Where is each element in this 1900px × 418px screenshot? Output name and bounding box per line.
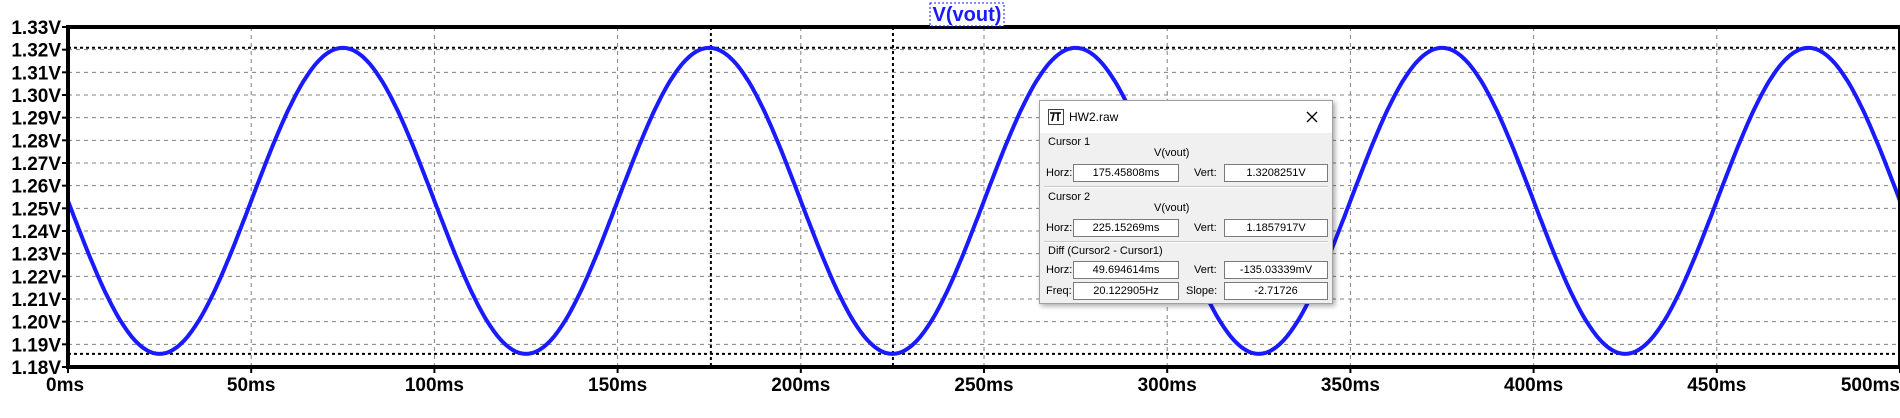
cursor2-horz-field[interactable]: 225.15269ms (1073, 219, 1179, 237)
dialog-titlebar[interactable]: HW2.raw (1040, 101, 1332, 133)
x-tick-label: 250ms (954, 375, 1013, 396)
cursor-dialog[interactable]: HW2.raw Cursor 1 V(vout) Horz: 175.45808… (1039, 100, 1333, 304)
cursor2-horz-label: Horz: (1046, 222, 1073, 234)
y-tick-label: 1.28V (11, 131, 61, 152)
ltspice-waveform-icon (1048, 109, 1064, 125)
close-icon[interactable] (1302, 107, 1322, 127)
x-tick-label: 350ms (1321, 375, 1380, 396)
y-tick-label: 1.21V (11, 290, 61, 311)
trace-group (66, 45, 1900, 356)
trace-title[interactable]: V(vout) (933, 4, 1002, 26)
diff-horz-field[interactable]: 49.694614ms (1073, 261, 1179, 279)
y-tick-label: 1.25V (11, 199, 61, 220)
trace-vout (66, 45, 1900, 356)
y-tick-label: 1.26V (11, 177, 61, 198)
cursor1-vert-label: Vert: (1194, 167, 1217, 179)
x-tick-label: 300ms (1138, 375, 1197, 396)
cursor2-label: Cursor 2 (1048, 191, 1091, 203)
cursor1-label: Cursor 1 (1048, 136, 1091, 148)
y-tick-label: 1.23V (11, 245, 61, 266)
x-tick-label: 500ms (1841, 375, 1900, 396)
x-tick-label: 100ms (405, 375, 464, 396)
y-tick-label: 1.24V (11, 222, 61, 243)
x-tick-label: 450ms (1687, 375, 1746, 396)
y-tick-label: 1.30V (11, 86, 61, 107)
y-tick-label: 1.22V (11, 267, 61, 288)
y-tick-label: 1.31V (11, 63, 61, 84)
x-tick-label: 0ms (46, 375, 84, 396)
y-tick-label: 1.27V (11, 154, 61, 175)
y-tick-label: 1.19V (11, 335, 61, 356)
cursor1-horz-field[interactable]: 175.45808ms (1073, 164, 1179, 182)
x-tick-label: 50ms (227, 375, 276, 396)
diff-vert-field[interactable]: -135.03339mV (1224, 261, 1328, 279)
cursor1-trace: V(vout) (1154, 147, 1190, 159)
freq-label: Freq: (1046, 285, 1072, 297)
divider (1044, 186, 1328, 188)
x-tick-label: 400ms (1504, 375, 1563, 396)
freq-field[interactable]: 20.122905Hz (1073, 282, 1179, 300)
cursor-lines[interactable] (68, 27, 1900, 367)
x-tick-label: 150ms (588, 375, 647, 396)
cursor2-vert-label: Vert: (1194, 222, 1217, 234)
y-tick-label: 1.33V (11, 18, 61, 39)
slope-field[interactable]: -2.71726 (1224, 282, 1328, 300)
cursor2-vert-field[interactable]: 1.1857917V (1224, 219, 1328, 237)
dialog-title: HW2.raw (1069, 110, 1119, 124)
y-tick-label: 1.32V (11, 41, 61, 62)
cursor1-horz-label: Horz: (1046, 167, 1073, 179)
y-tick-label: 1.29V (11, 109, 61, 130)
trace-title-group[interactable]: V(vout) (929, 2, 1005, 27)
diff-label: Diff (Cursor2 - Cursor1) (1048, 245, 1163, 257)
trace-title-box[interactable] (929, 2, 1005, 27)
y-tick-label: 1.20V (11, 313, 61, 334)
diff-horz-label: Horz: (1046, 264, 1073, 276)
y-tick-label: 1.18V (11, 358, 61, 379)
x-tick-label: 200ms (771, 375, 830, 396)
diff-vert-label: Vert: (1194, 264, 1217, 276)
x-axis-ticks: 0ms 50ms 100ms 150ms 200ms 250ms 300ms 350ms 400… (46, 367, 1900, 396)
cursor1-vert-field[interactable]: 1.3208251V (1224, 164, 1328, 182)
divider (1044, 241, 1328, 243)
y-axis-ticks: 1.18V1.19V1.20V1.21V1.22V1.23V1.24V1.25V… (11, 18, 68, 379)
slope-label: Slope: (1186, 285, 1218, 297)
cursor2-trace: V(vout) (1154, 202, 1190, 214)
